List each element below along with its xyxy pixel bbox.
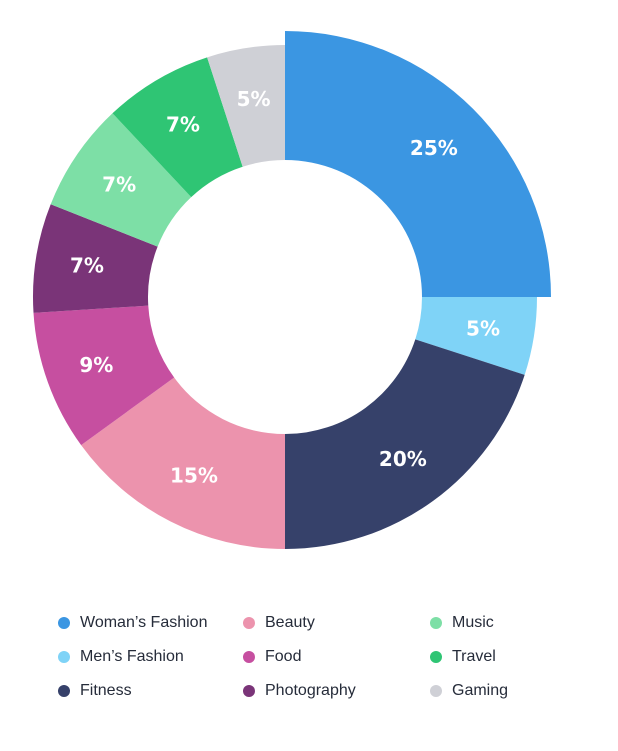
legend-label: Travel	[452, 648, 496, 665]
slice-beauty	[81, 377, 285, 549]
legend-item-men-s-fashion: Men’s Fashion	[58, 646, 184, 668]
slice-fitness	[285, 339, 525, 549]
legend-swatch	[243, 651, 255, 663]
legend-item-fitness: Fitness	[58, 680, 132, 702]
legend-swatch	[58, 685, 70, 697]
legend-label: Music	[452, 614, 494, 631]
slice-label-music: 7%	[102, 172, 136, 196]
legend-label: Fitness	[80, 682, 132, 699]
legend-swatch	[58, 651, 70, 663]
slice-label-woman-s-fashion: 25%	[410, 136, 458, 160]
donut-slices	[33, 31, 551, 549]
slice-food	[33, 305, 175, 446]
slice-label-beauty: 15%	[170, 464, 218, 488]
legend-label: Beauty	[265, 614, 315, 631]
legend-label: Food	[265, 648, 302, 665]
slice-woman-s-fashion	[285, 31, 551, 297]
legend-item-woman-s-fashion: Woman’s Fashion	[58, 612, 207, 634]
slice-men-s-fashion	[415, 297, 537, 375]
legend-item-beauty: Beauty	[243, 612, 315, 634]
legend-item-music: Music	[430, 612, 494, 634]
slice-label-men-s-fashion: 5%	[466, 316, 500, 340]
slice-labels: 25% 5% 20% 15% 9% 7% 7% 7% 5%	[70, 87, 500, 488]
legend-swatch	[243, 617, 255, 629]
legend-swatch	[430, 617, 442, 629]
legend-item-photography: Photography	[243, 680, 356, 702]
slice-label-travel: 7%	[166, 112, 200, 136]
legend-item-food: Food	[243, 646, 301, 668]
slice-music	[50, 113, 192, 247]
legend-swatch	[243, 685, 255, 697]
slice-label-photography: 7%	[70, 254, 104, 278]
slice-label-food: 9%	[79, 353, 113, 377]
legend-item-gaming: Gaming	[430, 680, 508, 702]
legend-swatch	[58, 617, 70, 629]
slice-travel	[112, 57, 243, 198]
legend-swatch	[430, 651, 442, 663]
legend-label: Men’s Fashion	[80, 648, 184, 665]
legend-item-travel: Travel	[430, 646, 496, 668]
slice-photography	[33, 204, 158, 313]
slice-gaming	[207, 45, 285, 167]
legend-swatch	[430, 685, 442, 697]
donut-chart: 25% 5% 20% 15% 9% 7% 7% 7% 5%	[33, 31, 551, 549]
slice-label-fitness: 20%	[379, 447, 427, 471]
legend-label: Woman’s Fashion	[80, 614, 208, 631]
legend-label: Photography	[265, 682, 356, 699]
legend-label: Gaming	[452, 682, 509, 699]
slice-label-gaming: 5%	[237, 87, 271, 111]
